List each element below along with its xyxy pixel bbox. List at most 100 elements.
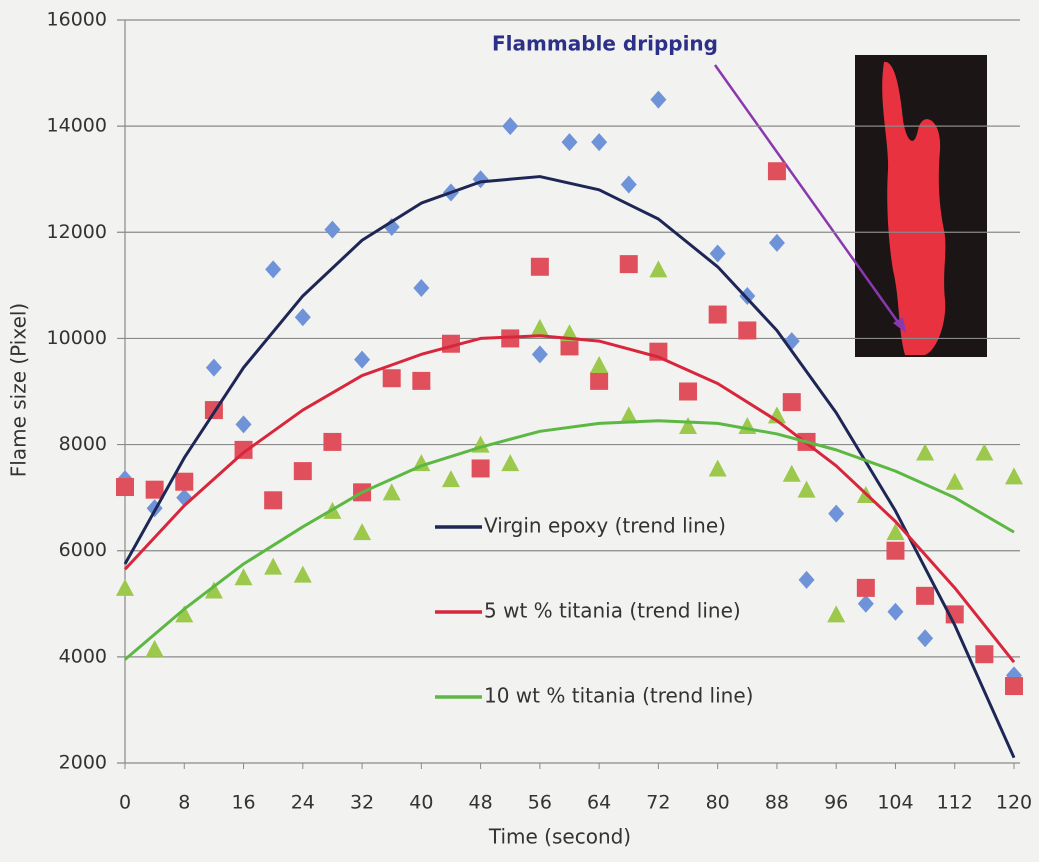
x-tick-label: 40 [409, 792, 433, 814]
triangle-marker [441, 470, 460, 488]
y-axis-title: Flame size (Pixel) [7, 303, 31, 477]
triangle-marker [886, 523, 905, 541]
y-tick-label: 4000 [59, 645, 107, 667]
inset-image [855, 55, 987, 357]
triangle-marker [382, 483, 401, 501]
triangle-marker [975, 443, 994, 461]
diamond-marker [620, 175, 637, 194]
diamond-marker [324, 220, 341, 239]
square-marker [975, 645, 994, 664]
diamond-marker [502, 117, 519, 136]
x-tick-label: 48 [469, 792, 493, 814]
x-tick-label: 32 [350, 792, 374, 814]
square-marker [234, 440, 253, 459]
triangle-marker [204, 581, 223, 599]
square-marker [679, 382, 698, 401]
square-marker [293, 462, 312, 481]
diamond-marker [768, 233, 785, 252]
x-tick-label: 72 [646, 792, 670, 814]
diamond-marker [294, 308, 311, 327]
triangle-marker [916, 443, 935, 461]
diamond-marker [887, 602, 904, 621]
diamond-marker [650, 90, 667, 109]
triangle-marker [1005, 467, 1023, 485]
square-marker [708, 305, 727, 324]
diamond-marker [917, 629, 934, 648]
diamond-marker [265, 260, 282, 279]
triangle-marker [234, 568, 253, 586]
square-marker [323, 432, 342, 451]
triangle-marker [264, 557, 283, 575]
triangle-marker [827, 605, 846, 623]
square-marker [530, 257, 549, 276]
x-tick-label: 56 [528, 792, 552, 814]
triangle-marker [708, 459, 727, 477]
x-tick-label: 104 [877, 792, 913, 814]
x-axis-title: Time (second) [488, 825, 631, 849]
y-tick-label: 8000 [59, 433, 107, 455]
triangle-marker [530, 318, 549, 336]
triangle-marker [116, 578, 134, 596]
square-marker [560, 337, 579, 356]
x-tick-label: 80 [706, 792, 730, 814]
square-marker [916, 586, 935, 605]
square-marker [619, 255, 638, 274]
triangle-marker [782, 464, 801, 482]
x-tick-label: 16 [231, 792, 255, 814]
diamond-marker [235, 415, 252, 434]
y-tick-label: 10000 [47, 327, 107, 349]
diamond-marker [354, 350, 371, 369]
x-tick-label: 8 [178, 792, 190, 814]
triangle-marker [649, 260, 668, 278]
square-marker [175, 472, 194, 491]
square-marker [382, 369, 401, 388]
triangle-marker [175, 605, 194, 623]
square-marker [782, 393, 801, 412]
x-tick-label: 64 [587, 792, 611, 814]
square-marker [145, 480, 164, 499]
triangle-marker [945, 472, 964, 490]
trend-line [123, 334, 1016, 664]
triangle-marker [353, 523, 372, 541]
triangle-marker [679, 416, 698, 434]
square-marker [264, 491, 283, 510]
y-tick-label: 6000 [59, 539, 107, 561]
diamond-marker [591, 133, 608, 152]
x-tick-label: 96 [824, 792, 848, 814]
triangle-marker [797, 480, 816, 498]
legend-label: 5 wt % titania (trend line) [484, 599, 741, 623]
annotation: Flammable dripping [492, 32, 718, 56]
square-marker [767, 162, 786, 181]
triangle-marker [293, 565, 312, 583]
annotation-arrowhead [893, 317, 906, 333]
x-tick-label: 0 [119, 792, 131, 814]
triangle-marker [590, 355, 609, 373]
annotation-arrow [713, 64, 902, 326]
square-marker [886, 541, 905, 560]
trend-line [124, 419, 1015, 661]
square-marker [116, 478, 134, 497]
x-tick-label: 112 [937, 792, 973, 814]
square-marker [1005, 677, 1023, 696]
triangle-marker [145, 639, 164, 657]
x-tick-label: 88 [765, 792, 789, 814]
triangle-marker [501, 454, 520, 472]
legend-label: 10 wt % titania (trend line) [484, 684, 753, 708]
y-tick-label: 2000 [59, 752, 107, 774]
x-tick-label: 24 [291, 792, 315, 814]
x-tick-label: 120 [996, 792, 1032, 814]
legend-label: Virgin epoxy (trend line) [484, 514, 726, 538]
diamond-marker [857, 594, 874, 613]
y-tick-label: 16000 [47, 9, 107, 31]
y-tick-label: 12000 [47, 221, 107, 243]
diamond-marker [709, 244, 726, 263]
diamond-marker [739, 286, 756, 305]
square-marker [856, 578, 875, 597]
diamond-marker [531, 345, 548, 364]
square-marker [590, 371, 609, 390]
square-marker [471, 459, 490, 478]
diamond-marker [205, 358, 222, 377]
triangle-marker [619, 406, 638, 424]
square-marker [738, 321, 757, 340]
